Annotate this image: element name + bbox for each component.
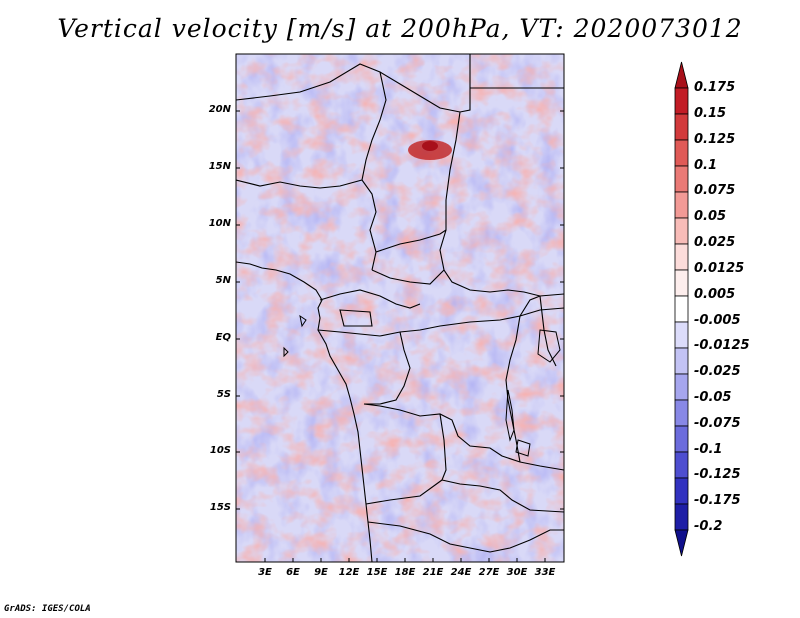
colorbar-box [674,503,689,531]
lon-label: 18E [394,567,416,578]
colorbar-label: 0.175 [694,80,736,95]
updraft-core [422,141,438,151]
velocity-field [236,54,564,562]
colorbar-box [674,191,689,219]
colorbar-label: -0.1 [694,442,723,457]
lon-label: 27E [478,567,500,578]
colorbar-box [674,217,689,245]
colorbar-label: 0.005 [694,287,736,302]
colorbar-box [674,165,689,193]
colorbar-label: 0.05 [694,209,727,224]
colorbar-label: 0.025 [694,235,736,250]
lon-label: 21E [422,567,444,578]
colorbar [674,61,689,557]
colorbar-label: -0.125 [694,467,741,482]
grads-credit: GrADS: IGES/COLA [4,604,91,614]
colorbar-box [674,269,689,297]
axis-ticks [236,110,564,562]
colorbar-box [674,139,689,167]
colorbar-label: -0.175 [694,493,741,508]
lon-label: 33E [534,567,556,578]
colorbar-label: 0.1 [694,158,718,173]
colorbar-label: 0.15 [694,106,727,121]
lon-label: 9E [314,567,328,578]
lakes [283,314,561,457]
colorbar-box [674,113,689,141]
island-sao-tome [283,346,289,358]
lake-mweru [515,439,531,457]
coastline [236,261,373,562]
lat-label: 10S [209,445,231,456]
colorbar-box [674,425,689,453]
colorbar-label: -0.2 [694,519,723,534]
colorbar-label: 0.075 [694,183,736,198]
lat-label: 15S [209,502,231,513]
colorbar-box [674,347,689,375]
colorbar-label: -0.0125 [694,338,750,353]
colorbar-bottom-arrow [674,529,689,557]
island-bioko [299,314,307,328]
colorbar-box [674,243,689,271]
lon-label: 3E [258,567,272,578]
colorbar-box [674,321,689,349]
lat-label: 15N [208,161,231,172]
colorbar-label: 0.125 [694,132,736,147]
lake-victoria [537,329,561,363]
lat-label: 5N [215,275,231,286]
colorbar-label: -0.005 [694,313,741,328]
colorbar-box [674,373,689,401]
colorbar-box [674,477,689,505]
lat-label: 20N [208,104,231,115]
lon-label: 30E [506,567,528,578]
lon-label: 15E [366,567,388,578]
lat-label: 10N [208,218,231,229]
lake-tanganyika [505,389,515,442]
colorbar-top-arrow [674,61,689,89]
colorbar-label: -0.075 [694,416,741,431]
lon-label: 24E [450,567,472,578]
country-borders [236,54,564,562]
colorbar-box [674,399,689,427]
lat-label: EQ [215,332,231,343]
colorbar-box [674,295,689,323]
map-title: Vertical velocity [m/s] at 200hPa, VT: 2… [57,14,743,43]
colorbar-label: 0.0125 [694,261,745,276]
lon-label: 12E [338,567,360,578]
lat-label: 5S [216,389,231,400]
colorbar-box [674,451,689,479]
lon-label: 6E [286,567,300,578]
colorbar-label: -0.05 [694,390,732,405]
colorbar-label: -0.025 [694,364,741,379]
colorbar-box [674,87,689,115]
